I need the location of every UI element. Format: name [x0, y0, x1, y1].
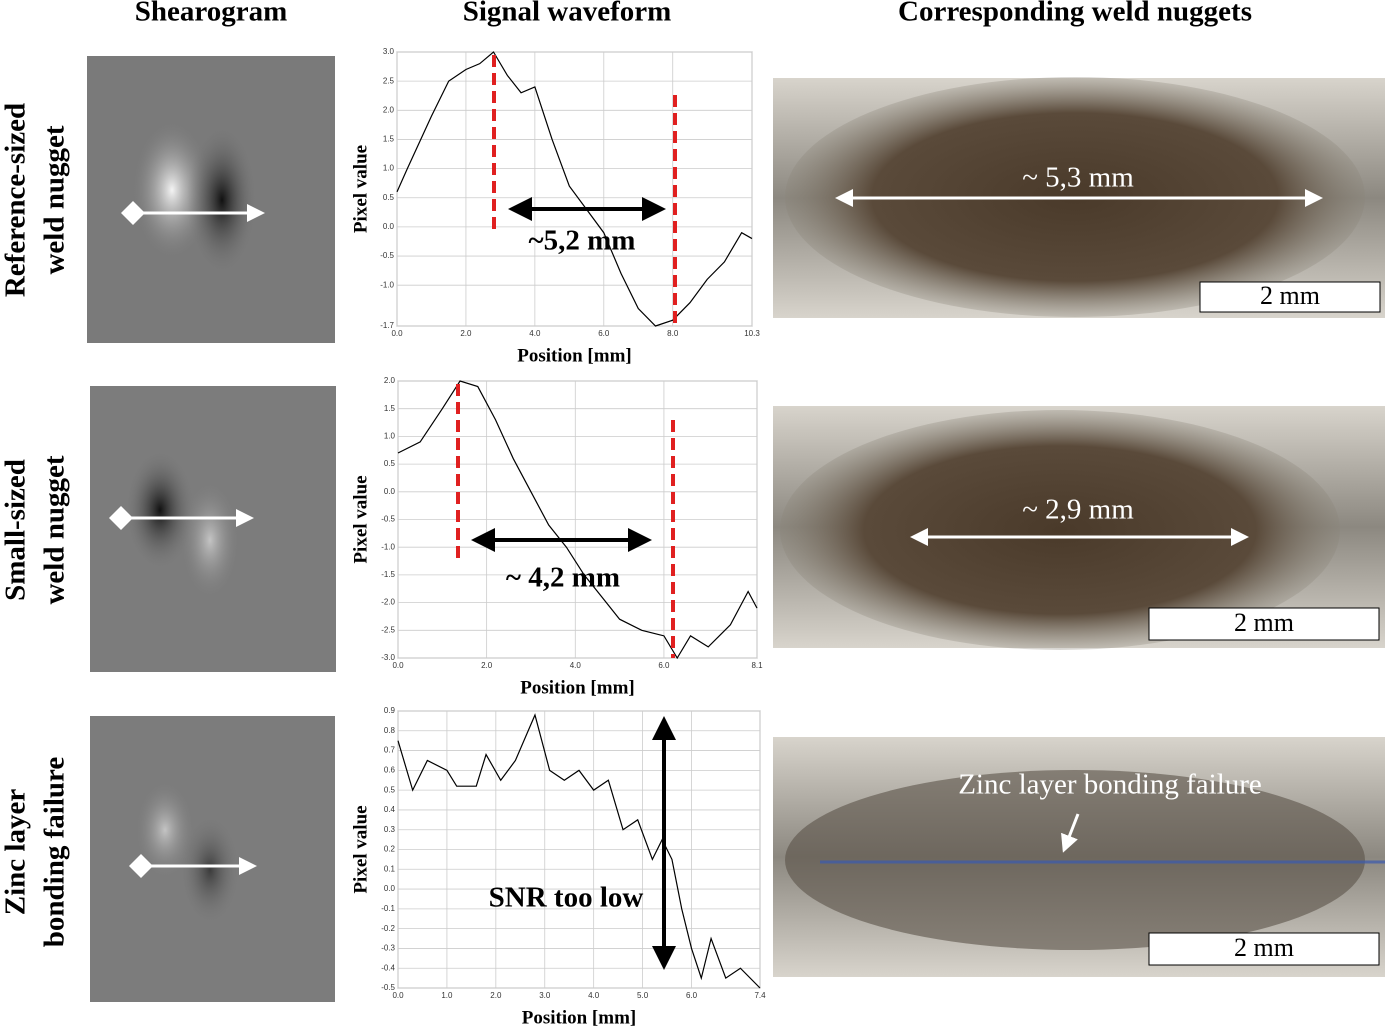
- y-tick-label: 0.9: [384, 706, 396, 715]
- x-tick-label: 10.3: [744, 329, 760, 338]
- scale-bar: [1148, 607, 1380, 641]
- x-axis-label: Position [mm]: [522, 1007, 637, 1028]
- y-tick-label: 0.5: [383, 193, 395, 202]
- y-tick-label: 0.0: [383, 222, 395, 231]
- y-tick-label: -0.5: [380, 251, 394, 260]
- shearograms: [87, 56, 336, 1002]
- y-axis-label: Pixel value: [350, 145, 371, 233]
- y-tick-label: -2.0: [381, 598, 395, 607]
- y-tick-label: -0.1: [381, 904, 395, 913]
- x-axis-label: Position [mm]: [520, 677, 635, 698]
- row-label: weld nugget: [39, 455, 71, 604]
- row-label: Small-sized: [0, 459, 32, 601]
- y-tick-label: 0.6: [384, 765, 396, 774]
- scale-bar: [1148, 932, 1380, 966]
- y-tick-label: 0.0: [384, 884, 396, 893]
- scale-label: 2 mm: [1260, 281, 1320, 310]
- x-tick-label: 2.0: [481, 661, 493, 670]
- bright-lobe: [180, 480, 240, 600]
- y-tick-label: -1.0: [380, 280, 394, 289]
- column-header: Shearogram: [135, 0, 288, 28]
- chart: 0.0 2.0 4.0 6.0 8.0 10.3 3.0 2.5 2.0 1.5 1.0 0.5 0.0…: [350, 47, 760, 366]
- y-tick-label: 2.0: [383, 105, 395, 114]
- y-tick-label: 0.2: [384, 845, 396, 854]
- y-tick-label: 1.0: [384, 432, 396, 441]
- y-tick-label: 1.0: [383, 164, 395, 173]
- x-tick-label: 6.0: [658, 661, 670, 670]
- y-tick-label: -0.4: [381, 963, 395, 972]
- y-tick-label: 3.0: [383, 47, 395, 56]
- row-label: Zinc layer: [0, 789, 32, 916]
- column-header: Corresponding weld nuggets: [898, 0, 1252, 28]
- y-tick-label: -1.0: [381, 542, 395, 551]
- annotation: SNR too low: [489, 882, 644, 914]
- dark-lobe: [180, 815, 240, 925]
- x-tick-label: 1.0: [441, 991, 453, 1000]
- annotation: ~ 4,2 mm: [506, 562, 620, 594]
- weld-nuggets: ~ 5,3 mm 2 mm ~ 2,9 mm 2 mm Zinc layer b…: [773, 77, 1385, 977]
- x-tick-label: 8.1: [751, 661, 763, 670]
- y-tick-label: 0.0: [384, 487, 396, 496]
- chart: 0.0 2.0 4.0 6.0 8.1 2.0 1.5 1.0 0.5 0.0 -0.5 -1.0 -1…: [350, 376, 763, 698]
- row-label: Reference-sized: [0, 103, 32, 297]
- y-tick-label: 0.5: [384, 459, 396, 468]
- x-tick-label: 4.0: [588, 991, 600, 1000]
- y-tick-label: 0.3: [384, 825, 396, 834]
- x-tick-label: 0.0: [391, 329, 403, 338]
- dark-lobe: [187, 125, 257, 275]
- x-tick-label: 8.0: [667, 329, 679, 338]
- line-series: [397, 713, 761, 989]
- x-tick-label: 6.0: [686, 991, 698, 1000]
- headers: Shearogram Signal waveform Corresponding…: [135, 0, 1252, 28]
- row-labels: Reference-sized weld nugget Small-sized …: [0, 103, 71, 947]
- x-tick-label: 7.4: [754, 991, 766, 1000]
- y-tick-label: 2.0: [384, 376, 396, 385]
- y-axis-label: Pixel value: [350, 475, 371, 563]
- nugget: [785, 770, 1365, 950]
- x-tick-label: 4.0: [570, 661, 582, 670]
- y-tick-label: 0.5: [384, 785, 396, 794]
- y-tick-label: 2.5: [383, 76, 395, 85]
- annotation: ~5,2 mm: [529, 225, 636, 257]
- y-tick-label: -0.3: [381, 944, 395, 953]
- y-tick-label: -0.2: [381, 924, 395, 933]
- x-axis-label: Position [mm]: [517, 345, 632, 366]
- y-tick-label: 0.8: [384, 726, 396, 735]
- y-tick-label: 0.4: [384, 805, 396, 814]
- row-label: bonding failure: [39, 757, 71, 948]
- nugget-label: ~ 5,3 mm: [1022, 162, 1134, 194]
- row-label: weld nugget: [39, 125, 71, 274]
- x-tick-label: 0.0: [392, 991, 404, 1000]
- y-tick-label: -0.5: [381, 983, 395, 992]
- x-tick-label: 2.0: [490, 991, 502, 1000]
- scale-bar: [1199, 281, 1381, 313]
- scale-label: 2 mm: [1234, 933, 1294, 962]
- chart: 0.0 1.0 2.0 3.0 4.0 5.0 6.0 7.4 0.9 0.8 0.7 0.6 0.5 0…: [350, 706, 766, 1028]
- column-header: Signal waveform: [463, 0, 672, 28]
- y-tick-label: 0.7: [384, 746, 396, 755]
- y-axis-label: Pixel value: [350, 805, 371, 893]
- nugget-label: ~ 2,9 mm: [1022, 494, 1134, 526]
- plot-area: [396, 51, 753, 327]
- y-tick-label: 1.5: [383, 135, 395, 144]
- x-tick-label: 4.0: [529, 329, 541, 338]
- nugget-label: Zinc layer bonding failure: [958, 769, 1262, 801]
- scale-label: 2 mm: [1234, 608, 1294, 637]
- x-tick-label: 3.0: [539, 991, 551, 1000]
- x-tick-label: 2.0: [460, 329, 472, 338]
- y-tick-label: -0.5: [381, 515, 395, 524]
- x-tick-label: 0.0: [392, 661, 404, 670]
- x-tick-label: 5.0: [637, 991, 649, 1000]
- y-tick-label: 1.5: [384, 404, 396, 413]
- y-tick-label: -2.5: [381, 625, 395, 634]
- y-tick-label: 0.1: [384, 864, 396, 873]
- line-series: [396, 51, 753, 327]
- y-tick-label: -1.5: [381, 570, 395, 579]
- arrow: [1061, 813, 1080, 853]
- y-tick-label: -3.0: [381, 653, 395, 662]
- line-series: [397, 380, 758, 660]
- y-tick-label: -1.7: [380, 321, 394, 330]
- x-tick-label: 6.0: [598, 329, 610, 338]
